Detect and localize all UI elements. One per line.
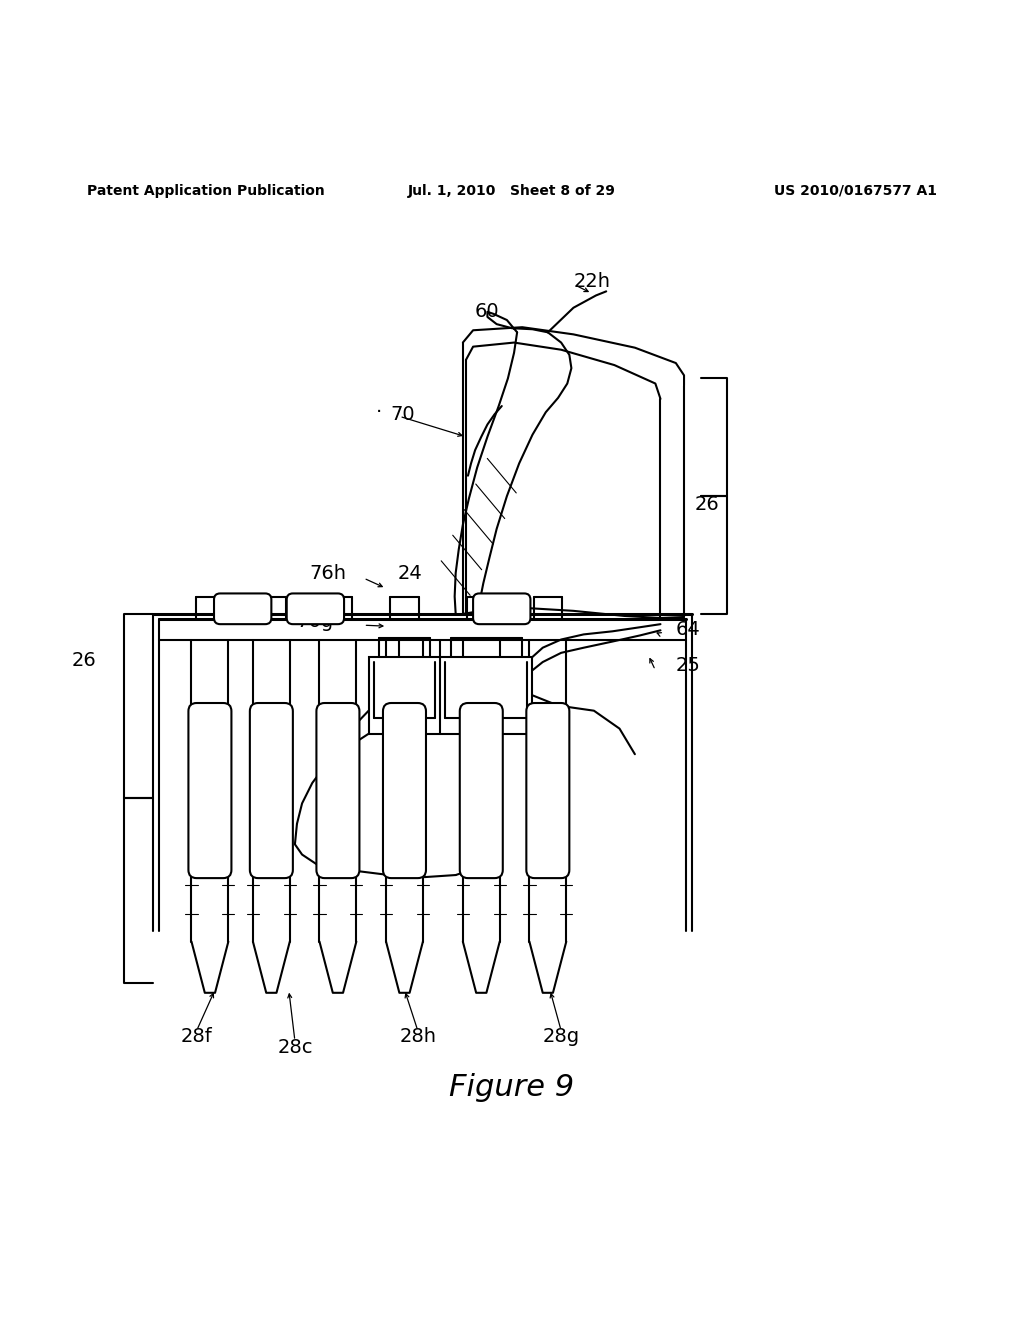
Text: .: .	[376, 396, 382, 416]
Bar	[369, 657, 532, 734]
Text: 64: 64	[676, 620, 700, 639]
Text: 28h: 28h	[399, 1027, 436, 1047]
FancyBboxPatch shape	[188, 704, 231, 878]
Text: 70: 70	[390, 405, 415, 424]
Text: 22h: 22h	[573, 272, 610, 290]
Text: US 2010/0167577 A1: US 2010/0167577 A1	[774, 183, 937, 198]
Text: 25: 25	[676, 656, 700, 675]
Text: Figure 9: Figure 9	[450, 1073, 574, 1101]
Text: 28c: 28c	[278, 1038, 312, 1056]
FancyBboxPatch shape	[214, 594, 271, 624]
Text: 76g: 76g	[297, 611, 334, 631]
Text: 28g: 28g	[543, 1027, 580, 1047]
Text: 24: 24	[397, 565, 422, 583]
FancyBboxPatch shape	[460, 704, 503, 878]
Text: 76h: 76h	[309, 565, 346, 583]
Text: 60: 60	[475, 302, 500, 321]
Text: 26: 26	[694, 495, 719, 513]
FancyBboxPatch shape	[473, 594, 530, 624]
FancyBboxPatch shape	[316, 704, 359, 878]
Text: 28f: 28f	[180, 1027, 213, 1047]
FancyBboxPatch shape	[287, 594, 344, 624]
Text: Jul. 1, 2010   Sheet 8 of 29: Jul. 1, 2010 Sheet 8 of 29	[408, 183, 616, 198]
FancyBboxPatch shape	[383, 704, 426, 878]
Text: 26: 26	[72, 651, 96, 669]
FancyBboxPatch shape	[250, 704, 293, 878]
FancyBboxPatch shape	[526, 704, 569, 878]
Text: Patent Application Publication: Patent Application Publication	[87, 183, 325, 198]
